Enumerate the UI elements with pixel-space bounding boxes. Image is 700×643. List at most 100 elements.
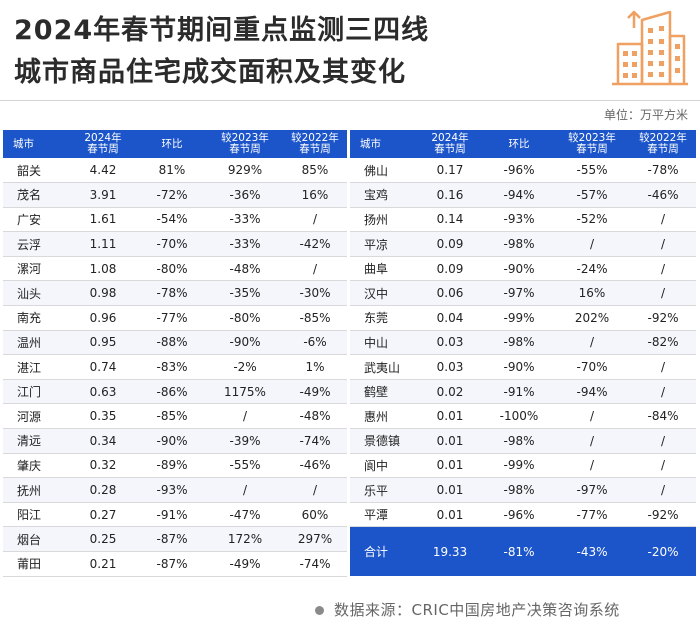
- cell-left-mom: -88%: [137, 330, 207, 356]
- cell-right-mom: -98%: [484, 330, 554, 356]
- cell-right-mom: -90%: [484, 354, 554, 380]
- cell-left-city: 云浮: [3, 231, 69, 257]
- unit-label: 单位：万平方米: [603, 108, 688, 122]
- cell-right-value-2024: 0.01: [416, 403, 484, 430]
- column-gap: [347, 502, 350, 527]
- cell-right-city: 平潭: [350, 502, 416, 528]
- cell-left-mom: -77%: [137, 305, 207, 331]
- cell-right-city: 汉中: [350, 280, 416, 307]
- table-row: 莆田 0.21 -87% -49% -74%: [3, 551, 696, 577]
- cell-left-value-2024: 0.98: [69, 280, 137, 307]
- cell-left-mom: -80%: [137, 256, 207, 282]
- cell-right-mom: -93%: [484, 207, 554, 233]
- cell-right-value-2024: 0.01: [416, 428, 484, 454]
- cell-left-mom: -70%: [137, 231, 207, 257]
- header-mom: 环比: [137, 130, 207, 158]
- cell-left-city: 南充: [3, 305, 69, 331]
- table-row: 韶关 4.42 81% 929% 85% 佛山 0.17 -96% -55% -78%: [3, 158, 696, 184]
- cell-right-vs-2022: -78%: [630, 158, 696, 184]
- cell-left-vs-2022: 297%: [283, 526, 347, 552]
- column-gap: [347, 158, 350, 183]
- cell-right-vs-2022: /: [630, 354, 696, 380]
- cell-left-vs-2023: -49%: [207, 551, 283, 577]
- cell-left-value-2024: 0.28: [69, 477, 137, 503]
- cell-right-mom: -94%: [484, 182, 554, 208]
- column-gap: [347, 403, 350, 429]
- column-gap: [347, 305, 350, 331]
- cell-left-vs-2023: -36%: [207, 182, 283, 208]
- header-mom: 环比: [484, 130, 554, 158]
- cell-right-mom: -96%: [484, 158, 554, 184]
- cell-right-vs-2022: -84%: [630, 403, 696, 430]
- cell-right-vs-2022: -92%: [630, 305, 696, 331]
- cell-right-vs-2023: -24%: [554, 256, 630, 282]
- cell-right-mom: -91%: [484, 379, 554, 405]
- cell-right-vs-2023: -94%: [554, 379, 630, 405]
- total-mom: -81%: [484, 526, 554, 577]
- cell-left-value-2024: 1.08: [69, 256, 137, 282]
- cell-right-value-2024: 0.14: [416, 207, 484, 233]
- cell-left-value-2024: 0.74: [69, 354, 137, 380]
- cell-right-vs-2022: /: [630, 428, 696, 454]
- header-vs-2023: 较2023年 春节周: [554, 130, 630, 158]
- cell-right-city: 阆中: [350, 453, 416, 479]
- cell-left-vs-2022: 1%: [283, 354, 347, 380]
- cell-left-city: 抚州: [3, 477, 69, 503]
- table-row: 清远 0.34 -90% -39% -74% 景德镇 0.01 -98% / /: [3, 428, 696, 454]
- cell-left-vs-2022: /: [283, 207, 347, 233]
- cell-right-mom: -99%: [484, 305, 554, 331]
- cell-right-city: 乐平: [350, 477, 416, 503]
- column-gap: [347, 182, 350, 208]
- cell-right-vs-2023: /: [554, 330, 630, 356]
- cell-left-city: 温州: [3, 330, 69, 356]
- cell-left-value-2024: 1.11: [69, 231, 137, 257]
- cell-right-vs-2022: /: [630, 207, 696, 233]
- cell-left-mom: -78%: [137, 280, 207, 307]
- column-gap: [347, 453, 350, 478]
- cell-left-value-2024: 0.34: [69, 428, 137, 454]
- cell-right-vs-2023: 16%: [554, 280, 630, 307]
- cell-left-value-2024: 0.35: [69, 403, 137, 430]
- cell-left-city: 韶关: [3, 158, 69, 184]
- total-vs-2022: -20%: [630, 526, 696, 577]
- cell-left-vs-2023: 929%: [207, 158, 283, 184]
- cell-right-mom: -90%: [484, 256, 554, 282]
- cell-left-city: 湛江: [3, 354, 69, 380]
- column-gap: [347, 280, 350, 306]
- cell-left-city: 阳江: [3, 502, 69, 528]
- cell-right-vs-2023: /: [554, 231, 630, 257]
- bullet-dot-icon: [315, 606, 324, 615]
- cell-left-mom: -87%: [137, 526, 207, 552]
- cell-left-value-2024: 0.32: [69, 453, 137, 479]
- cell-right-city: 扬州: [350, 207, 416, 233]
- column-gap: [347, 207, 350, 232]
- cell-left-vs-2022: /: [283, 256, 347, 282]
- table-row: 河源 0.35 -85% / -48% 惠州 0.01 -100% / -84%: [3, 403, 696, 430]
- cell-right-mom: -96%: [484, 502, 554, 528]
- cell-left-vs-2023: -55%: [207, 453, 283, 479]
- cell-right-vs-2022: -46%: [630, 182, 696, 208]
- cell-right-vs-2022: -82%: [630, 330, 696, 356]
- column-gap: [347, 551, 350, 577]
- cell-left-vs-2022: -49%: [283, 379, 347, 405]
- table-row: 云浮 1.11 -70% -33% -42% 平凉 0.09 -98% / /: [3, 231, 696, 257]
- table-header-row: 城市 2024年 春节周 环比 较2023年 春节周 较2022年 春节周 城市 20…: [3, 130, 696, 158]
- cell-right-city: 鹤壁: [350, 379, 416, 405]
- cell-right-value-2024: 0.06: [416, 280, 484, 307]
- page-title-line-1: 2024年春节期间重点监测三四线: [14, 15, 430, 46]
- cell-left-vs-2023: -33%: [207, 231, 283, 257]
- cell-right-vs-2023: -97%: [554, 477, 630, 503]
- cell-left-vs-2023: 172%: [207, 526, 283, 552]
- cell-right-vs-2023: -57%: [554, 182, 630, 208]
- cell-left-city: 河源: [3, 403, 69, 430]
- cell-left-vs-2022: -48%: [283, 403, 347, 430]
- cell-left-mom: -54%: [137, 207, 207, 233]
- cell-left-vs-2023: -35%: [207, 280, 283, 307]
- column-gap: [347, 130, 350, 158]
- header-vs-2022: 较2022年 春节周: [630, 130, 696, 158]
- cell-left-value-2024: 0.27: [69, 502, 137, 528]
- table-row: 茂名 3.91 -72% -36% 16% 宝鸡 0.16 -94% -57% -46%: [3, 182, 696, 208]
- column-gap: [347, 526, 350, 552]
- cell-left-vs-2022: 85%: [283, 158, 347, 184]
- table-row: 南充 0.96 -77% -80% -85% 东莞 0.04 -99% 202% -92%: [3, 305, 696, 331]
